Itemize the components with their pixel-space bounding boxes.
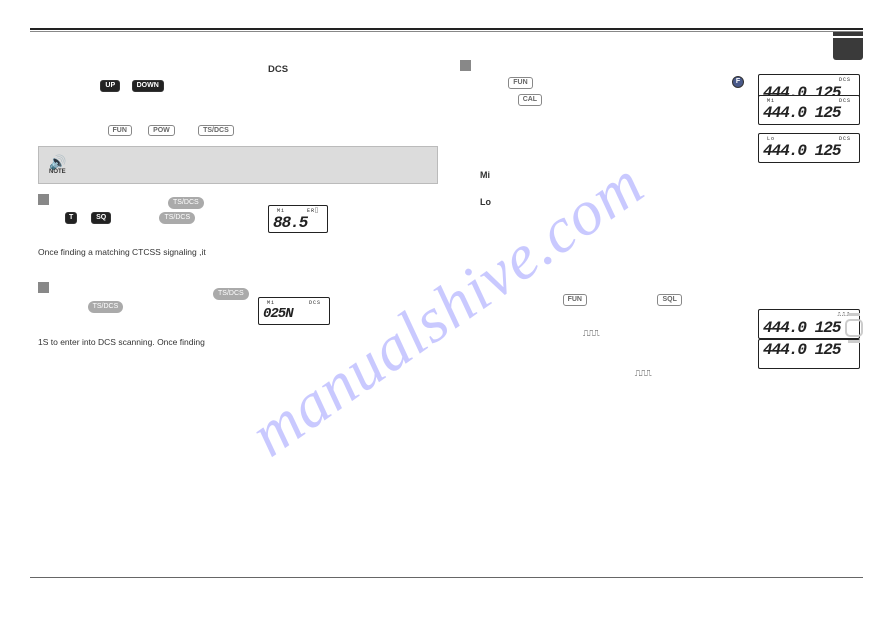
spacer-r1	[460, 186, 860, 196]
r-row-mi: LoDCS 444.0 125	[460, 131, 860, 165]
d2-tr: DCS	[839, 98, 851, 105]
r-row-fun: FUN F DCS 444.0 125	[460, 76, 860, 89]
left-column: DCS UP DOWN FUN POW TS/DCS	[38, 60, 438, 347]
bullet-square-1	[38, 194, 49, 205]
side-square	[845, 319, 863, 337]
dcs-line: 1S to enter into DCS scanning. Once find…	[38, 337, 438, 347]
d5-main: 444.0 125	[763, 341, 840, 359]
r-row-1	[460, 60, 860, 72]
lcd2-main: 025N	[263, 306, 293, 322]
top-rule-thin	[30, 31, 863, 32]
tsdcs-bubble-2: TS/DCS	[159, 212, 195, 224]
disp-3: LoDCS 444.0 125	[758, 133, 860, 163]
lcd1-tr: ER⎕	[307, 208, 319, 215]
para-up-down: UP DOWN	[38, 79, 438, 92]
bullet-square-r	[460, 60, 471, 71]
manual-page: manualshive.com DCS UP DOWN FUN POW	[0, 0, 893, 617]
note-text	[74, 155, 76, 169]
note-label: NOTE	[49, 169, 66, 175]
r-row-mi-lbl: Mi	[460, 169, 860, 182]
spacer-r2	[460, 213, 860, 293]
tsdcs-key-1: TS/DCS	[198, 125, 234, 137]
fun-key: FUN	[108, 125, 132, 137]
dcs-heading: DCS	[118, 64, 438, 75]
r-row-lo-lbl: Lo	[460, 196, 860, 209]
lcd1-main: 88.5	[273, 214, 307, 232]
spacer-2	[38, 257, 438, 282]
d1-tr: DCS	[839, 77, 851, 84]
cal-key: CAL	[518, 94, 542, 106]
pow-key: POW	[148, 125, 175, 137]
lcd-dcs: MiDCS 025N	[258, 297, 330, 325]
r-row-pulse2: ⎍⎍⎍	[460, 367, 860, 380]
ctcss-line: Once finding a matching CTCSS signaling …	[38, 247, 438, 257]
tsdcs-bubble-1: TS/DCS	[168, 197, 204, 209]
fun-key-r2: FUN	[563, 294, 587, 306]
spacer	[38, 98, 438, 124]
pulse-icon-2: ⎍⎍⎍	[635, 368, 651, 381]
lo-label: Lo	[480, 197, 491, 207]
bullet-square-2	[38, 282, 49, 293]
side-indicator	[845, 310, 863, 346]
r-row-pulse1: ⎍⎍⎍ 444.0 125	[460, 327, 860, 363]
up-key: UP	[100, 80, 120, 92]
tsdcs-bubble-4: TS/DCS	[213, 288, 249, 300]
mi-label: Mi	[480, 170, 490, 180]
section-3-keys: TS/DCS TS/DCS MiDCS 025N	[38, 301, 438, 331]
side-bar-bot	[848, 340, 860, 343]
sq-key: SQ	[91, 212, 111, 224]
d3-main: 444.0 125	[763, 142, 840, 160]
para-fun-pow: FUN POW TS/DCS	[38, 124, 438, 137]
section-2-row	[38, 194, 438, 205]
top-rule-thick	[30, 28, 863, 30]
f-key: F	[732, 76, 744, 88]
side-bar-top	[848, 313, 860, 316]
right-column: FUN F DCS 444.0 125 CAL MiDCS 444.0 125 …	[460, 60, 860, 385]
r-row-cal: CAL MiDCS 444.0 125	[460, 93, 860, 127]
r-row-fun-sql: FUN SQL ⎍⎍⎍ 444.0 125	[460, 293, 860, 323]
t-key: T	[65, 212, 77, 224]
speaker-icon: 🔊	[49, 155, 66, 169]
tsdcs-bubble-3: TS/DCS	[88, 301, 124, 313]
corner-tab	[833, 38, 863, 60]
disp-2: MiDCS 444.0 125	[758, 95, 860, 125]
bottom-rule	[30, 577, 863, 578]
sql-key: SQL	[657, 294, 681, 306]
section-2-keys: T SQ TS/DCS TS/DCS MiER⎕ 88.5	[38, 211, 438, 241]
pulse-icon-1: ⎍⎍⎍	[583, 328, 599, 341]
d3-tr: DCS	[839, 136, 851, 143]
lcd2-tr: DCS	[309, 300, 321, 307]
fun-key-r: FUN	[508, 77, 532, 89]
lcd-ctcss: MiER⎕ 88.5	[268, 205, 328, 233]
note-box: 🔊 NOTE	[38, 146, 438, 184]
note-icon-wrap: 🔊 NOTE	[49, 155, 66, 175]
down-key: DOWN	[132, 80, 164, 92]
d2-main: 444.0 125	[763, 104, 840, 122]
